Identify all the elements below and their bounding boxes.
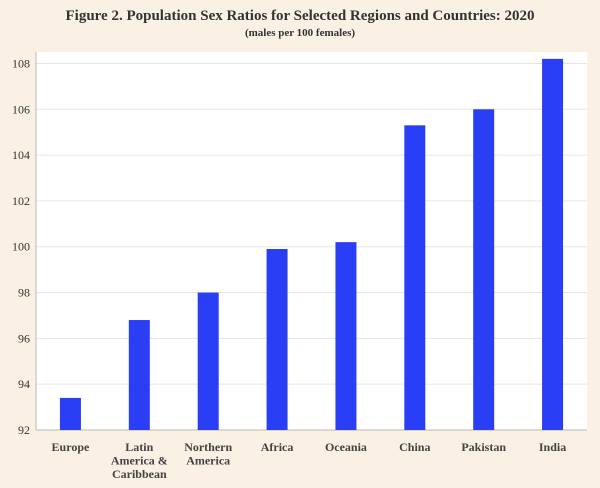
y-tick-label: 96	[18, 331, 30, 345]
x-category-label: Europe	[52, 440, 90, 454]
bar	[473, 109, 495, 430]
y-tick-label: 92	[18, 423, 30, 437]
bar	[59, 397, 81, 430]
bar	[542, 58, 564, 430]
bar	[404, 125, 426, 431]
bar	[335, 242, 357, 430]
x-category-label: Latin America & Caribbean	[111, 440, 168, 481]
bar	[128, 320, 150, 430]
chart-title: Figure 2. Population Sex Ratios for Sele…	[65, 8, 535, 24]
y-tick-label: 106	[12, 102, 30, 116]
x-category-label: Northern America	[184, 440, 232, 468]
x-category-label: Pakistan	[461, 440, 506, 454]
y-tick-label: 108	[12, 56, 30, 70]
bar	[266, 249, 288, 430]
y-tick-label: 102	[12, 194, 30, 208]
plot-area	[36, 52, 587, 430]
y-tick-label: 100	[12, 240, 30, 254]
y-tick-label: 104	[12, 148, 30, 162]
chart-subtitle: (males per 100 females)	[244, 27, 356, 39]
x-category-label: Oceania	[325, 440, 367, 454]
y-tick-label: 98	[18, 286, 30, 300]
x-category-label: China	[399, 440, 430, 454]
x-category-label: India	[539, 440, 566, 454]
bar	[197, 292, 219, 430]
x-category-label: Africa	[261, 440, 294, 454]
y-tick-label: 94	[18, 377, 30, 391]
